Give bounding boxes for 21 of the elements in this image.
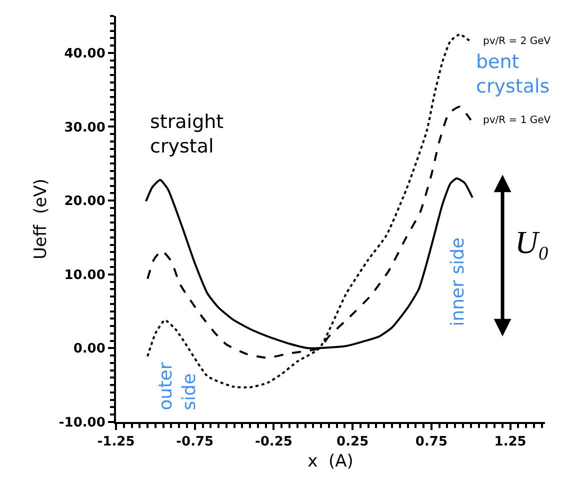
x-tick-label: -1.25 xyxy=(97,434,135,450)
x-tick-label: 1.25 xyxy=(494,434,526,450)
y-tick-label: 40.00 xyxy=(64,46,106,62)
annotation: straight crystal xyxy=(150,111,224,158)
y-tick-label: 20.00 xyxy=(64,194,106,210)
annotation: bent crystals xyxy=(476,51,550,98)
x-tick-label: -0.25 xyxy=(254,434,292,450)
y-tick-label: 30.00 xyxy=(64,120,106,136)
series-label: pv/R = 1 GeV xyxy=(483,115,551,126)
annotation: outer side xyxy=(155,362,200,410)
x-axis-title: x (A) xyxy=(308,452,354,472)
x-tick-label: 0.25 xyxy=(336,434,369,450)
y-tick-label: 0.00 xyxy=(73,342,106,357)
x-tick-label: -0.75 xyxy=(176,434,214,450)
annotation: inner side xyxy=(447,237,468,326)
y-tick-label: 10.00 xyxy=(64,268,106,283)
y-tick-label: -10.00 xyxy=(58,416,106,431)
y-axis-title: Ueff (eV) xyxy=(30,178,51,260)
series-label: pv/R = 2 GeV xyxy=(483,36,551,47)
x-tick-label: 0.75 xyxy=(415,434,448,450)
annotation: U₀ xyxy=(515,224,550,260)
